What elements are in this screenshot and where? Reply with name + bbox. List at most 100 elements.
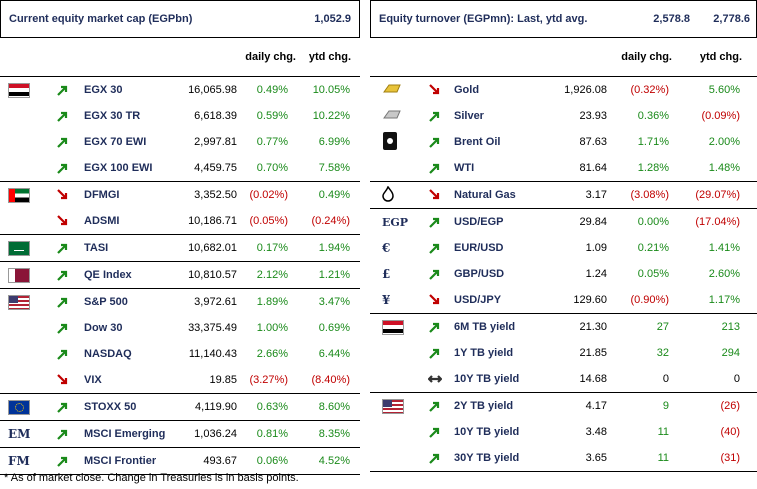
ytd-change: (31)	[720, 452, 740, 464]
footnote: * As of market close. Change in Treasuri…	[4, 472, 299, 484]
instrument-level: 81.64	[579, 162, 607, 174]
ytd-change: 0.69%	[318, 322, 350, 334]
daily-change: 1.71%	[637, 136, 669, 148]
us-flag-icon	[8, 294, 30, 310]
table-row: Natural Gas 3.17 (3.08%) (29.07%)	[370, 181, 757, 208]
daily-change: 0.70%	[256, 162, 288, 174]
up-arrow-icon	[56, 427, 70, 444]
silver-bar-icon	[382, 108, 402, 125]
equity-rows: EGX 30 16,065.98 0.49% 10.05% EGX 30 TR 6,618…	[0, 76, 360, 475]
daily-change: 1.00%	[256, 322, 288, 334]
instrument-level: 4.17	[585, 400, 607, 412]
ytd-change-column: ytd chg.	[699, 51, 742, 63]
instrument-name: Dow 30	[84, 322, 123, 334]
turnover-title: Equity turnover (EGPmn): Last, ytd avg.	[379, 13, 588, 25]
instrument-level: 29.84	[579, 216, 607, 228]
daily-change: 0	[662, 373, 669, 385]
instrument-level: 1.09	[585, 242, 607, 254]
daily-change: 2.66%	[256, 348, 288, 360]
daily-change: 0.17%	[256, 242, 288, 254]
instrument-name: USD/JPY	[454, 294, 502, 306]
daily-change: 0.59%	[256, 110, 288, 122]
up-arrow-icon	[56, 135, 70, 152]
daily-change: 0.36%	[637, 110, 669, 122]
ytd-change: 1.94%	[318, 242, 350, 254]
daily-change: 27	[656, 321, 669, 333]
table-row: EGX 70 EWI 2,997.81 0.77% 6.99%	[0, 129, 360, 155]
daily-change: (0.02%)	[249, 189, 288, 201]
daily-change: 11	[657, 452, 669, 464]
table-row: EGX 30 TR 6,618.39 0.59% 10.22%	[0, 103, 360, 129]
up-arrow-icon	[428, 399, 442, 416]
up-arrow-icon	[56, 83, 70, 100]
instrument-name: TASI	[84, 242, 109, 254]
down-arrow-icon	[56, 214, 70, 231]
instrument-level: 10,682.01	[188, 242, 237, 254]
table-row: S&P 500 3,972.61 1.89% 3.47%	[0, 288, 360, 315]
turnover-header: Equity turnover (EGPmn): Last, ytd avg. …	[370, 0, 757, 38]
egypt-flag-icon	[382, 319, 404, 335]
em-text-icon: EM	[8, 427, 31, 441]
daily-change: 1.89%	[256, 296, 288, 308]
turnover-ytd-avg-value: 2,778.6	[713, 13, 750, 25]
instrument-name: DFMGI	[84, 189, 120, 201]
equity-panel: Current equity market cap (EGPbn) 1,052.…	[0, 0, 360, 475]
eu-flag-icon	[8, 399, 30, 415]
instrument-name: Silver	[454, 110, 484, 122]
table-row: 6M TB yield 21.30 27 213	[370, 313, 757, 340]
table-row: WTI 81.64 1.28% 1.48%	[370, 155, 757, 181]
ytd-change: 8.35%	[318, 428, 350, 440]
qatar-flag-icon	[8, 267, 30, 283]
daily-change: 32	[656, 347, 669, 359]
instrument-level: 3,352.50	[194, 189, 237, 201]
us-flag-icon	[382, 398, 404, 414]
daily-change: 0.81%	[256, 428, 288, 440]
down-arrow-icon	[428, 293, 442, 310]
table-row: Dow 30 33,375.49 1.00% 0.69%	[0, 315, 360, 341]
instrument-name: EGX 30	[84, 84, 123, 96]
flame-icon	[382, 184, 394, 205]
down-arrow-icon	[56, 188, 70, 205]
instrument-name: EGX 70 EWI	[84, 136, 147, 148]
up-arrow-icon	[56, 241, 70, 258]
instrument-level: 1.24	[585, 268, 607, 280]
daily-change: (0.90%)	[630, 294, 669, 306]
daily-change: 0.21%	[637, 242, 669, 254]
egypt-flag-icon	[8, 82, 30, 98]
commodities-column-header: daily chg. ytd chg.	[370, 38, 757, 76]
instrument-level: 23.93	[579, 110, 607, 122]
instrument-name: 6M TB yield	[454, 321, 516, 333]
up-arrow-icon	[56, 321, 70, 338]
daily-change: 0.77%	[256, 136, 288, 148]
table-row: ADSMI 10,186.71 (0.05%) (0.24%)	[0, 208, 360, 234]
instrument-name: USD/EGP	[454, 216, 504, 228]
ytd-change: 6.44%	[318, 348, 350, 360]
ytd-change: 3.47%	[318, 296, 350, 308]
daily-change: 1.28%	[637, 162, 669, 174]
ytd-change: 1.41%	[708, 242, 740, 254]
commodities-rows: Gold 1,926.08 (0.32%) 5.60% Silver 23.93 0.36%…	[370, 76, 757, 472]
table-row: EM MSCI Emerging 1,036.24 0.81% 8.35%	[0, 420, 360, 447]
instrument-level: 3.48	[585, 426, 607, 438]
instrument-level: 21.30	[579, 321, 607, 333]
instrument-level: 10,186.71	[188, 215, 237, 227]
instrument-level: 4,119.90	[194, 401, 237, 413]
instrument-name: GBP/USD	[454, 268, 505, 280]
ytd-change: 2.60%	[708, 268, 740, 280]
table-row: 30Y TB yield 3.65 11 (31)	[370, 445, 757, 472]
up-arrow-icon	[428, 451, 442, 468]
ytd-change: 5.60%	[708, 84, 740, 96]
saudi-flag-icon	[8, 240, 30, 256]
up-arrow-icon	[428, 109, 442, 126]
instrument-name: S&P 500	[84, 296, 128, 308]
table-row: € EUR/USD 1.09 0.21% 1.41%	[370, 235, 757, 261]
up-arrow-icon	[56, 268, 70, 285]
ytd-change: 10.05%	[312, 84, 350, 96]
table-row: Brent Oil 87.63 1.71% 2.00%	[370, 129, 757, 155]
ytd-change: 1.48%	[708, 162, 740, 174]
instrument-level: 19.85	[209, 374, 237, 386]
table-row: EGX 100 EWI 4,459.75 0.70% 7.58%	[0, 155, 360, 181]
ytd-change: 4.52%	[318, 455, 350, 467]
instrument-level: 6,618.39	[194, 110, 237, 122]
ytd-change: 0.49%	[318, 189, 350, 201]
